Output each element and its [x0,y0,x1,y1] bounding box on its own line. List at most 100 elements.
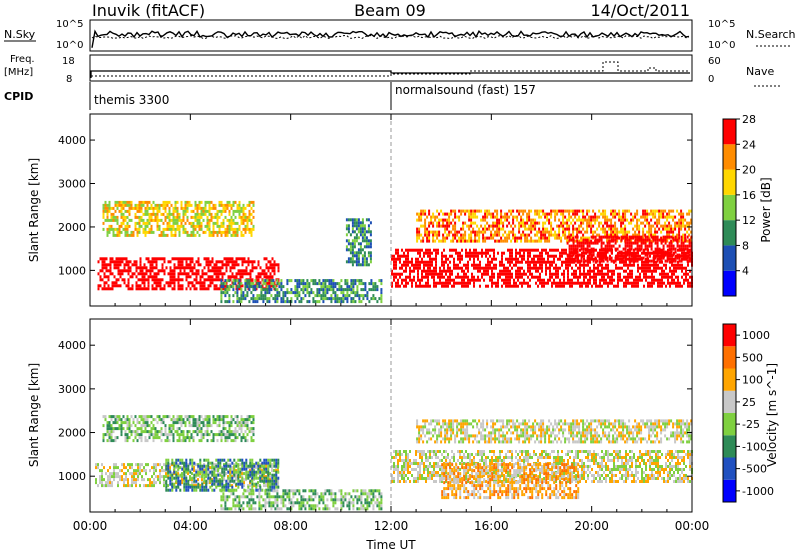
echo-cell [237,263,240,267]
echo-cell [111,281,114,285]
echo-cell [554,212,557,216]
echo-cell [425,272,427,276]
echo-cell [401,254,403,258]
echo-cell [306,288,309,292]
echo-cell [154,218,157,222]
echo-cell [267,281,270,285]
echo-cell [686,212,689,216]
echo-cell [130,230,133,234]
echo-cell [534,209,537,213]
echo-cell [568,230,571,234]
echo-cell [544,236,547,240]
echo-cell [246,291,249,295]
echo-cell [465,272,467,276]
echo-cell [505,266,507,270]
echo-cell [605,281,607,285]
echo-cell [190,221,193,225]
echo-cell [604,218,607,222]
echo-cell [566,235,569,239]
echo-cell [469,254,471,258]
echo-cell [306,279,309,283]
echo-cell [579,281,581,285]
echo-cell [625,281,627,285]
echo-cell [433,272,435,276]
echo-cell [549,272,551,276]
echo-cell [507,248,509,252]
echo-cell [501,263,503,267]
echo-cell [179,458,182,462]
echo-cell [449,272,451,276]
echo-cell [109,260,112,264]
echo-cell [508,236,511,240]
echo-cell [205,470,208,474]
echo-cell [193,488,196,492]
echo-cell [171,461,174,465]
echo-cell [358,297,361,301]
echo-cell [196,230,199,234]
echo-cell [472,230,475,234]
echo-cell [493,281,495,285]
echo-cell [655,266,657,270]
echo-cell [571,281,573,285]
echo-cell [111,484,113,488]
echo-cell [237,257,240,261]
echo-cell [219,472,221,476]
echo-cell [117,260,120,264]
echo-cell [496,233,499,237]
echo-cell [324,297,327,301]
echo-cell [197,470,200,474]
echo-cell [444,227,447,231]
echo-cell [417,275,419,279]
echo-cell [498,233,501,237]
echo-cell [360,294,363,298]
echo-cell [529,251,531,255]
echo-cell [507,272,509,276]
echo-cell [171,485,174,489]
echo-cell [627,272,629,276]
echo-cell [273,263,276,267]
echo-cell [617,266,619,270]
echo-cell [622,259,625,263]
echo-cell [149,260,152,264]
echo-cell [393,257,395,261]
echo-cell [175,458,178,462]
echo-cell [504,218,507,222]
echo-cell [127,287,130,291]
echo-cell [102,209,105,213]
echo-cell [409,269,411,273]
echo-cell [673,269,675,273]
echo-cell [130,200,133,204]
nave-trace [91,61,690,77]
echo-cell [633,251,635,255]
echo-cell [153,466,155,470]
echo-cell [242,291,245,295]
echo-cell [617,251,619,255]
echo-cell [370,288,373,292]
echo-cell [138,230,141,234]
echo-cell [668,247,671,251]
nsky-label: N.Sky [4,28,36,41]
echo-cell [99,257,102,261]
echo-cell [274,288,277,292]
echo-cell [529,248,531,252]
echo-cell [563,275,565,279]
echo-cell [457,272,459,276]
echo-cell [344,297,347,301]
echo-cell [127,263,130,267]
echo-cell [684,227,687,231]
echo-cell [633,281,635,285]
echo-cell [302,282,305,286]
echo-cell [564,209,567,213]
echo-cell [475,251,477,255]
echo-cell [244,227,247,231]
echo-cell [570,215,573,219]
echo-cell [634,256,637,260]
echo-cell [208,224,211,228]
echo-cell [676,233,679,237]
echo-cell [629,269,631,273]
echo-cell [342,291,345,295]
echo-cell [156,221,159,225]
echo-cell [522,233,525,237]
echo-cell [171,269,174,273]
echo-cell [155,463,157,467]
